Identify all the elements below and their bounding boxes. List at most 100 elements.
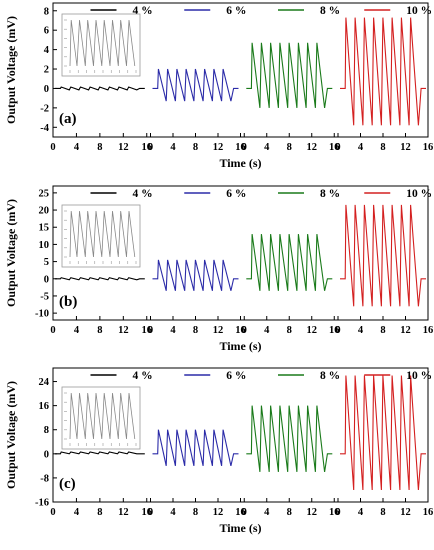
inset-series-line [69, 392, 136, 440]
y-tick-label: 15 [39, 223, 50, 234]
x-tick-label: 8 [193, 325, 198, 336]
x-tick-label: 16 [329, 507, 340, 518]
panel-label: (c) [59, 476, 76, 492]
x-tick-label: 12 [118, 507, 129, 518]
x-tick-label: 4 [264, 507, 270, 518]
series-line-8pct [246, 42, 333, 108]
inset-plot [61, 13, 141, 77]
inset-frame [61, 204, 141, 268]
x-tick-label: 4 [170, 325, 176, 336]
inset-frame [61, 386, 141, 450]
y-tick-label: -5 [40, 291, 49, 302]
x-tick-label: 0 [50, 142, 55, 153]
x-tick-label: 12 [307, 142, 318, 153]
x-axis-label: Time (s) [219, 521, 261, 535]
x-tick-label: 8 [97, 507, 102, 518]
x-tick-label: 4 [264, 142, 270, 153]
panel-label: (b) [59, 294, 77, 310]
x-tick-label: 12 [118, 325, 129, 336]
x-tick-label: 8 [287, 507, 292, 518]
x-tick-label: 8 [380, 142, 385, 153]
legend-label: 4 % [133, 370, 153, 382]
x-tick-label: 16 [329, 325, 340, 336]
x-tick-label: 0 [148, 325, 153, 336]
x-tick-label: 12 [213, 325, 224, 336]
y-tick-label: 0 [44, 449, 49, 460]
y-tick-label: -8 [40, 473, 49, 484]
x-tick-label: 0 [148, 507, 153, 518]
series-line-8pct [246, 234, 333, 291]
panel-label: (a) [59, 111, 77, 127]
x-tick-label: 16 [235, 507, 246, 518]
legend-label: 6 % [226, 188, 246, 200]
y-tick-label: -4 [40, 123, 49, 134]
x-tick-label: 4 [74, 507, 80, 518]
x-tick-label: 12 [400, 142, 411, 153]
series-line-6pct [152, 259, 239, 291]
x-tick-label: 0 [242, 325, 247, 336]
y-tick-label: -2 [40, 103, 49, 114]
x-tick-label: 16 [142, 507, 153, 518]
x-tick-label: 12 [307, 325, 318, 336]
x-tick-label: 4 [264, 325, 270, 336]
series-line-6pct [152, 68, 239, 102]
inset-plot [61, 204, 141, 268]
x-tick-label: 8 [287, 325, 292, 336]
x-tick-label: 8 [287, 142, 292, 153]
x-tick-label: 16 [235, 325, 246, 336]
x-tick-label: 16 [235, 142, 246, 153]
legend-label: 10 % [406, 188, 432, 200]
series-line-6pct [152, 429, 239, 467]
x-tick-label: 4 [170, 142, 176, 153]
y-tick-label: 2 [44, 65, 49, 76]
y-tick-label: -16 [35, 498, 49, 509]
y-tick-label: 6 [44, 26, 49, 37]
x-tick-label: 0 [335, 325, 340, 336]
x-tick-label: 4 [358, 142, 364, 153]
x-tick-label: 12 [307, 507, 318, 518]
x-tick-label: 8 [193, 507, 198, 518]
inset-plot [61, 386, 141, 450]
x-axis-label: Time (s) [219, 156, 261, 170]
x-tick-label: 0 [335, 142, 340, 153]
y-tick-label: 8 [44, 425, 49, 436]
x-tick-label: 8 [97, 142, 102, 153]
x-tick-label: 8 [193, 142, 198, 153]
x-tick-label: 16 [142, 142, 153, 153]
y-tick-label: 5 [44, 257, 49, 268]
x-tick-label: 0 [242, 507, 247, 518]
inset-frame [61, 13, 141, 77]
legend-label: 8 % [320, 188, 340, 200]
inset-series-line [69, 19, 136, 67]
y-axis-label: Output Voltage (mV) [4, 16, 18, 124]
x-tick-label: 0 [242, 142, 247, 153]
x-tick-label: 16 [329, 142, 340, 153]
legend-label: 8 % [320, 5, 340, 17]
legend-label: 10 % [406, 5, 432, 17]
legend-label: 6 % [226, 370, 246, 382]
series-line-10pct [340, 204, 426, 307]
inset-series-line [69, 210, 136, 258]
y-tick-label: 8 [44, 6, 49, 17]
y-tick-label: 24 [39, 377, 50, 388]
x-tick-label: 12 [213, 142, 224, 153]
x-tick-label: 4 [74, 325, 80, 336]
x-tick-label: 16 [423, 507, 434, 518]
y-axis-label: Output Voltage (mV) [4, 381, 18, 489]
y-tick-label: 4 [44, 45, 50, 56]
x-tick-label: 4 [170, 507, 176, 518]
series-line-10pct [340, 17, 426, 126]
legend-label: 10 % [406, 370, 432, 382]
y-tick-label: 20 [39, 206, 50, 217]
x-tick-label: 4 [358, 325, 364, 336]
x-tick-label: 0 [335, 507, 340, 518]
legend-label: 4 % [133, 188, 153, 200]
y-tick-label: 16 [39, 401, 50, 412]
x-tick-label: 16 [423, 325, 434, 336]
y-tick-label: 0 [44, 84, 49, 95]
x-tick-label: 12 [118, 142, 129, 153]
